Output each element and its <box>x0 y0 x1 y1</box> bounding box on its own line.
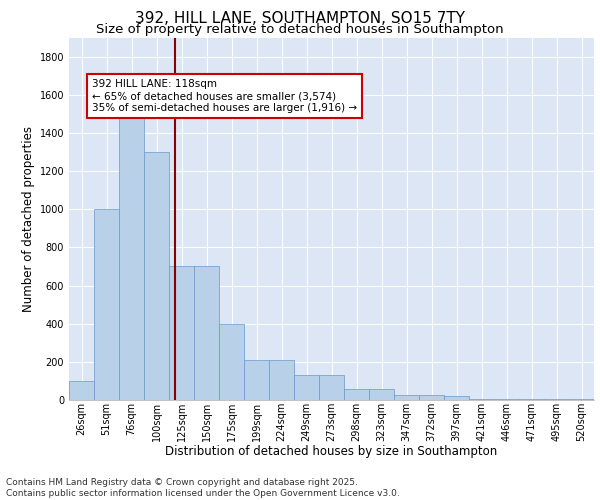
Text: 392 HILL LANE: 118sqm
← 65% of detached houses are smaller (3,574)
35% of semi-d: 392 HILL LANE: 118sqm ← 65% of detached … <box>92 80 357 112</box>
Bar <box>244 360 269 400</box>
Bar <box>544 399 569 400</box>
Bar <box>169 266 194 400</box>
Bar <box>319 375 344 400</box>
X-axis label: Distribution of detached houses by size in Southampton: Distribution of detached houses by size … <box>166 445 497 458</box>
Bar <box>144 152 169 400</box>
Bar <box>569 399 594 400</box>
Bar <box>119 114 144 400</box>
Bar <box>494 399 519 400</box>
Bar <box>419 395 444 400</box>
Text: 392, HILL LANE, SOUTHAMPTON, SO15 7TY: 392, HILL LANE, SOUTHAMPTON, SO15 7TY <box>135 11 465 26</box>
Text: Contains HM Land Registry data © Crown copyright and database right 2025.
Contai: Contains HM Land Registry data © Crown c… <box>6 478 400 498</box>
Bar <box>344 388 369 400</box>
Bar <box>219 324 244 400</box>
Bar <box>94 209 119 400</box>
Bar <box>394 395 419 400</box>
Bar <box>444 396 469 400</box>
Bar <box>469 399 494 400</box>
Bar <box>369 388 394 400</box>
Bar <box>294 375 319 400</box>
Text: Size of property relative to detached houses in Southampton: Size of property relative to detached ho… <box>96 22 504 36</box>
Bar <box>194 266 219 400</box>
Bar <box>69 381 94 400</box>
Bar <box>519 399 544 400</box>
Y-axis label: Number of detached properties: Number of detached properties <box>22 126 35 312</box>
Bar <box>269 360 294 400</box>
